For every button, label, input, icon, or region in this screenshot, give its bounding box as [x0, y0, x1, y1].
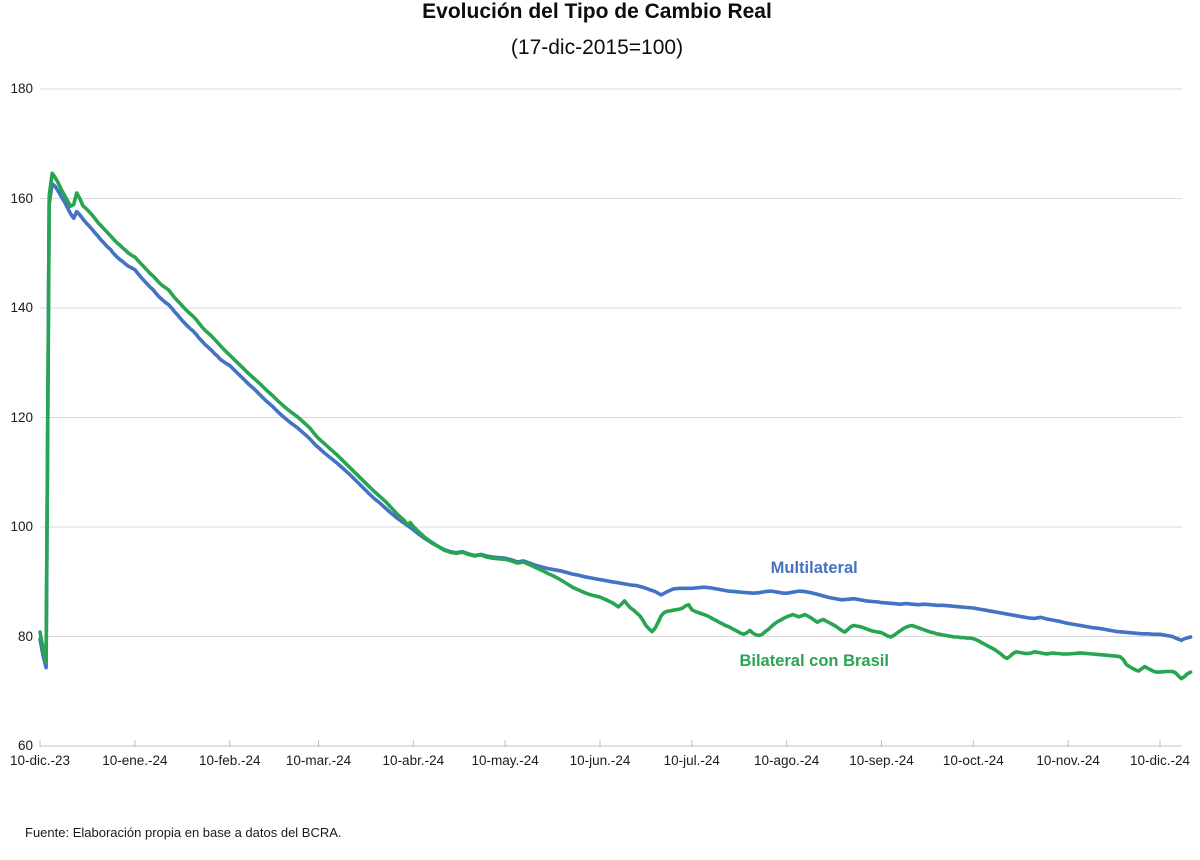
source-note: Fuente: Elaboración propia en base a dat… — [25, 825, 342, 840]
y-tick-label-80: 80 — [17, 628, 33, 644]
y-tick-label-60: 60 — [17, 738, 33, 753]
x-tick-label-10: 10-oct.-24 — [942, 753, 1004, 768]
x-tick-label-6: 10-jun.-24 — [569, 753, 631, 768]
y-tick-label-140: 140 — [10, 300, 33, 315]
x-tick-label-5: 10-may.-24 — [471, 753, 539, 768]
series-line-multilateral — [38, 181, 1193, 670]
x-tick-label-12: 10-dic.-24 — [1129, 753, 1191, 768]
series-line-bilateral-con-brasil — [38, 171, 1193, 681]
series-label-multilateral: Multilateral — [771, 559, 858, 577]
x-tick-label-3: 10-mar.-24 — [285, 753, 352, 768]
x-tick-label-8: 10-ago.-24 — [754, 753, 820, 768]
x-tick-label-2: 10-feb.-24 — [198, 753, 261, 768]
line-chart-canvas: Multilateral Bilateral con Brasil — [38, 88, 1193, 747]
series-label-bilateral-con-brasil: Bilateral con Brasil — [739, 652, 888, 670]
x-tick-label-7: 10-jul.-24 — [663, 753, 720, 768]
y-tick-label-160: 160 — [10, 190, 33, 206]
y-tick-label-120: 120 — [10, 409, 33, 425]
x-tick-label-1: 10-ene.-24 — [102, 753, 168, 768]
chart-subtitle: (17-dic-2015=100) — [510, 36, 684, 59]
chart-title: Evolución del Tipo de Cambio Real — [422, 0, 772, 23]
x-tick-label-11: 10-nov.-24 — [1036, 753, 1100, 768]
x-tick-label-4: 10-abr.-24 — [382, 753, 445, 768]
y-tick-label-180: 180 — [10, 81, 33, 96]
y-tick-label-100: 100 — [10, 519, 33, 534]
x-tick-label-9: 10-sep.-24 — [849, 753, 914, 768]
x-tick-label-0: 10-dic.-23 — [9, 753, 71, 768]
